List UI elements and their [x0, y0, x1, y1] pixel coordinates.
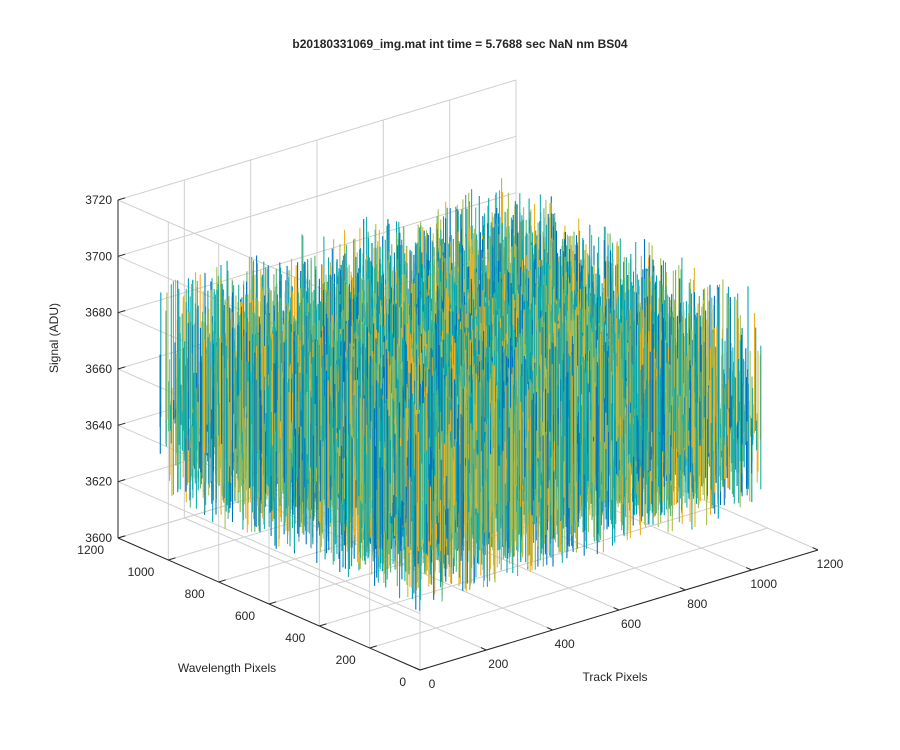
grid-line [369, 527, 768, 649]
grid-line [117, 481, 421, 615]
grid-line [117, 135, 517, 257]
surface [159, 178, 762, 612]
grid-line [117, 79, 517, 201]
grid-line [319, 505, 718, 627]
